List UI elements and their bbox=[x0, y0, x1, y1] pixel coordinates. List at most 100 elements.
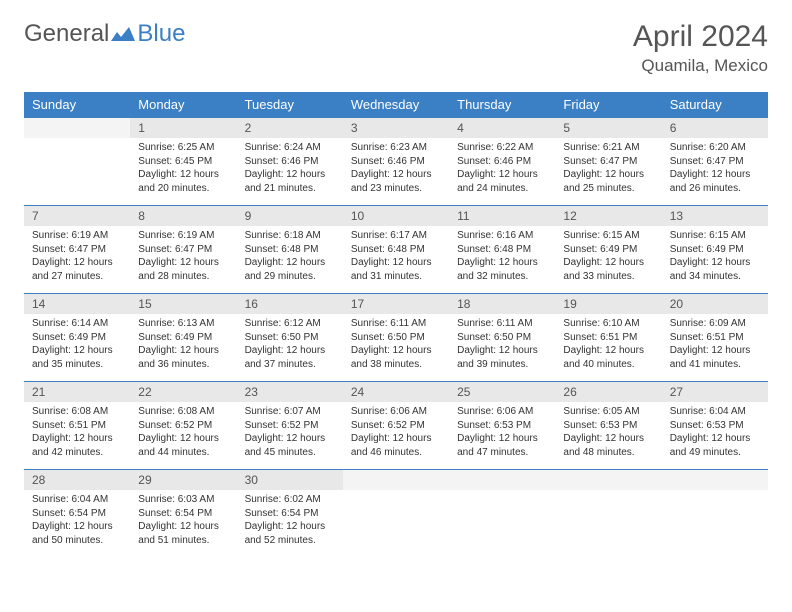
calendar-day-cell: 14Sunrise: 6:14 AMSunset: 6:49 PMDayligh… bbox=[24, 294, 130, 382]
day-content: Sunrise: 6:19 AMSunset: 6:47 PMDaylight:… bbox=[130, 226, 236, 293]
day-content: Sunrise: 6:14 AMSunset: 6:49 PMDaylight:… bbox=[24, 314, 130, 381]
day-content: Sunrise: 6:20 AMSunset: 6:47 PMDaylight:… bbox=[662, 138, 768, 205]
calendar-day-cell: 4Sunrise: 6:22 AMSunset: 6:46 PMDaylight… bbox=[449, 118, 555, 206]
sunset-line: Sunset: 6:54 PM bbox=[138, 508, 212, 519]
day-number: 2 bbox=[237, 118, 343, 138]
weekday-header: Wednesday bbox=[343, 92, 449, 118]
day-number: 12 bbox=[555, 206, 661, 226]
sunset-line: Sunset: 6:46 PM bbox=[457, 156, 531, 167]
sunrise-line: Sunrise: 6:16 AM bbox=[457, 230, 533, 241]
empty-daynum bbox=[449, 470, 555, 490]
calendar-day-cell: 21Sunrise: 6:08 AMSunset: 6:51 PMDayligh… bbox=[24, 382, 130, 470]
sunset-line: Sunset: 6:51 PM bbox=[670, 332, 744, 343]
day-content: Sunrise: 6:17 AMSunset: 6:48 PMDaylight:… bbox=[343, 226, 449, 293]
day-number: 13 bbox=[662, 206, 768, 226]
calendar-day-cell: 13Sunrise: 6:15 AMSunset: 6:49 PMDayligh… bbox=[662, 206, 768, 294]
daylight-line: Daylight: 12 hours and 26 minutes. bbox=[670, 169, 751, 194]
sunrise-line: Sunrise: 6:09 AM bbox=[670, 318, 746, 329]
day-content: Sunrise: 6:23 AMSunset: 6:46 PMDaylight:… bbox=[343, 138, 449, 205]
calendar-day-cell: 12Sunrise: 6:15 AMSunset: 6:49 PMDayligh… bbox=[555, 206, 661, 294]
calendar-day-cell: 16Sunrise: 6:12 AMSunset: 6:50 PMDayligh… bbox=[237, 294, 343, 382]
daylight-line: Daylight: 12 hours and 29 minutes. bbox=[245, 257, 326, 282]
day-number: 15 bbox=[130, 294, 236, 314]
day-number: 25 bbox=[449, 382, 555, 402]
calendar-week-row: 1Sunrise: 6:25 AMSunset: 6:45 PMDaylight… bbox=[24, 118, 768, 206]
sunset-line: Sunset: 6:53 PM bbox=[563, 420, 637, 431]
sunrise-line: Sunrise: 6:12 AM bbox=[245, 318, 321, 329]
title-block: April 2024 Quamila, Mexico bbox=[633, 20, 768, 76]
sunset-line: Sunset: 6:50 PM bbox=[245, 332, 319, 343]
calendar-day-cell bbox=[343, 470, 449, 558]
calendar-week-row: 7Sunrise: 6:19 AMSunset: 6:47 PMDaylight… bbox=[24, 206, 768, 294]
day-number: 30 bbox=[237, 470, 343, 490]
calendar-day-cell bbox=[555, 470, 661, 558]
location: Quamila, Mexico bbox=[633, 56, 768, 76]
sunrise-line: Sunrise: 6:19 AM bbox=[32, 230, 108, 241]
calendar-day-cell: 3Sunrise: 6:23 AMSunset: 6:46 PMDaylight… bbox=[343, 118, 449, 206]
sunset-line: Sunset: 6:49 PM bbox=[32, 332, 106, 343]
sunset-line: Sunset: 6:47 PM bbox=[670, 156, 744, 167]
day-content: Sunrise: 6:13 AMSunset: 6:49 PMDaylight:… bbox=[130, 314, 236, 381]
calendar-day-cell: 10Sunrise: 6:17 AMSunset: 6:48 PMDayligh… bbox=[343, 206, 449, 294]
sunrise-line: Sunrise: 6:04 AM bbox=[32, 494, 108, 505]
sunrise-line: Sunrise: 6:06 AM bbox=[457, 406, 533, 417]
calendar-day-cell: 9Sunrise: 6:18 AMSunset: 6:48 PMDaylight… bbox=[237, 206, 343, 294]
day-content: Sunrise: 6:09 AMSunset: 6:51 PMDaylight:… bbox=[662, 314, 768, 381]
day-content: Sunrise: 6:22 AMSunset: 6:46 PMDaylight:… bbox=[449, 138, 555, 205]
day-number: 5 bbox=[555, 118, 661, 138]
day-content: Sunrise: 6:15 AMSunset: 6:49 PMDaylight:… bbox=[662, 226, 768, 293]
day-content: Sunrise: 6:03 AMSunset: 6:54 PMDaylight:… bbox=[130, 490, 236, 557]
daylight-line: Daylight: 12 hours and 34 minutes. bbox=[670, 257, 751, 282]
day-content: Sunrise: 6:08 AMSunset: 6:51 PMDaylight:… bbox=[24, 402, 130, 469]
daylight-line: Daylight: 12 hours and 37 minutes. bbox=[245, 345, 326, 370]
sunrise-line: Sunrise: 6:10 AM bbox=[563, 318, 639, 329]
daylight-line: Daylight: 12 hours and 35 minutes. bbox=[32, 345, 113, 370]
empty-daynum bbox=[24, 118, 130, 138]
day-number: 8 bbox=[130, 206, 236, 226]
empty-content bbox=[449, 490, 555, 503]
daylight-line: Daylight: 12 hours and 38 minutes. bbox=[351, 345, 432, 370]
calendar-day-cell: 17Sunrise: 6:11 AMSunset: 6:50 PMDayligh… bbox=[343, 294, 449, 382]
sunset-line: Sunset: 6:50 PM bbox=[351, 332, 425, 343]
sunset-line: Sunset: 6:46 PM bbox=[351, 156, 425, 167]
sunset-line: Sunset: 6:52 PM bbox=[245, 420, 319, 431]
daylight-line: Daylight: 12 hours and 20 minutes. bbox=[138, 169, 219, 194]
daylight-line: Daylight: 12 hours and 36 minutes. bbox=[138, 345, 219, 370]
calendar-table: SundayMondayTuesdayWednesdayThursdayFrid… bbox=[24, 92, 768, 557]
sunrise-line: Sunrise: 6:15 AM bbox=[563, 230, 639, 241]
calendar-day-cell: 11Sunrise: 6:16 AMSunset: 6:48 PMDayligh… bbox=[449, 206, 555, 294]
calendar-day-cell: 28Sunrise: 6:04 AMSunset: 6:54 PMDayligh… bbox=[24, 470, 130, 558]
empty-content bbox=[662, 490, 768, 503]
sunrise-line: Sunrise: 6:06 AM bbox=[351, 406, 427, 417]
calendar-day-cell: 18Sunrise: 6:11 AMSunset: 6:50 PMDayligh… bbox=[449, 294, 555, 382]
month-title: April 2024 bbox=[633, 20, 768, 54]
sunset-line: Sunset: 6:51 PM bbox=[563, 332, 637, 343]
daylight-line: Daylight: 12 hours and 39 minutes. bbox=[457, 345, 538, 370]
day-content: Sunrise: 6:10 AMSunset: 6:51 PMDaylight:… bbox=[555, 314, 661, 381]
day-number: 7 bbox=[24, 206, 130, 226]
sunset-line: Sunset: 6:52 PM bbox=[138, 420, 212, 431]
weekday-header-row: SundayMondayTuesdayWednesdayThursdayFrid… bbox=[24, 92, 768, 118]
sunrise-line: Sunrise: 6:04 AM bbox=[670, 406, 746, 417]
day-content: Sunrise: 6:16 AMSunset: 6:48 PMDaylight:… bbox=[449, 226, 555, 293]
sunrise-line: Sunrise: 6:21 AM bbox=[563, 142, 639, 153]
sunset-line: Sunset: 6:47 PM bbox=[563, 156, 637, 167]
weekday-header: Saturday bbox=[662, 92, 768, 118]
daylight-line: Daylight: 12 hours and 31 minutes. bbox=[351, 257, 432, 282]
sunrise-line: Sunrise: 6:03 AM bbox=[138, 494, 214, 505]
daylight-line: Daylight: 12 hours and 44 minutes. bbox=[138, 433, 219, 458]
day-number: 20 bbox=[662, 294, 768, 314]
day-content: Sunrise: 6:18 AMSunset: 6:48 PMDaylight:… bbox=[237, 226, 343, 293]
calendar-day-cell: 1Sunrise: 6:25 AMSunset: 6:45 PMDaylight… bbox=[130, 118, 236, 206]
day-number: 9 bbox=[237, 206, 343, 226]
day-content: Sunrise: 6:06 AMSunset: 6:53 PMDaylight:… bbox=[449, 402, 555, 469]
day-content: Sunrise: 6:02 AMSunset: 6:54 PMDaylight:… bbox=[237, 490, 343, 557]
calendar-day-cell: 19Sunrise: 6:10 AMSunset: 6:51 PMDayligh… bbox=[555, 294, 661, 382]
daylight-line: Daylight: 12 hours and 23 minutes. bbox=[351, 169, 432, 194]
day-content: Sunrise: 6:21 AMSunset: 6:47 PMDaylight:… bbox=[555, 138, 661, 205]
sunset-line: Sunset: 6:54 PM bbox=[245, 508, 319, 519]
daylight-line: Daylight: 12 hours and 50 minutes. bbox=[32, 521, 113, 546]
daylight-line: Daylight: 12 hours and 52 minutes. bbox=[245, 521, 326, 546]
day-content: Sunrise: 6:11 AMSunset: 6:50 PMDaylight:… bbox=[449, 314, 555, 381]
calendar-week-row: 14Sunrise: 6:14 AMSunset: 6:49 PMDayligh… bbox=[24, 294, 768, 382]
